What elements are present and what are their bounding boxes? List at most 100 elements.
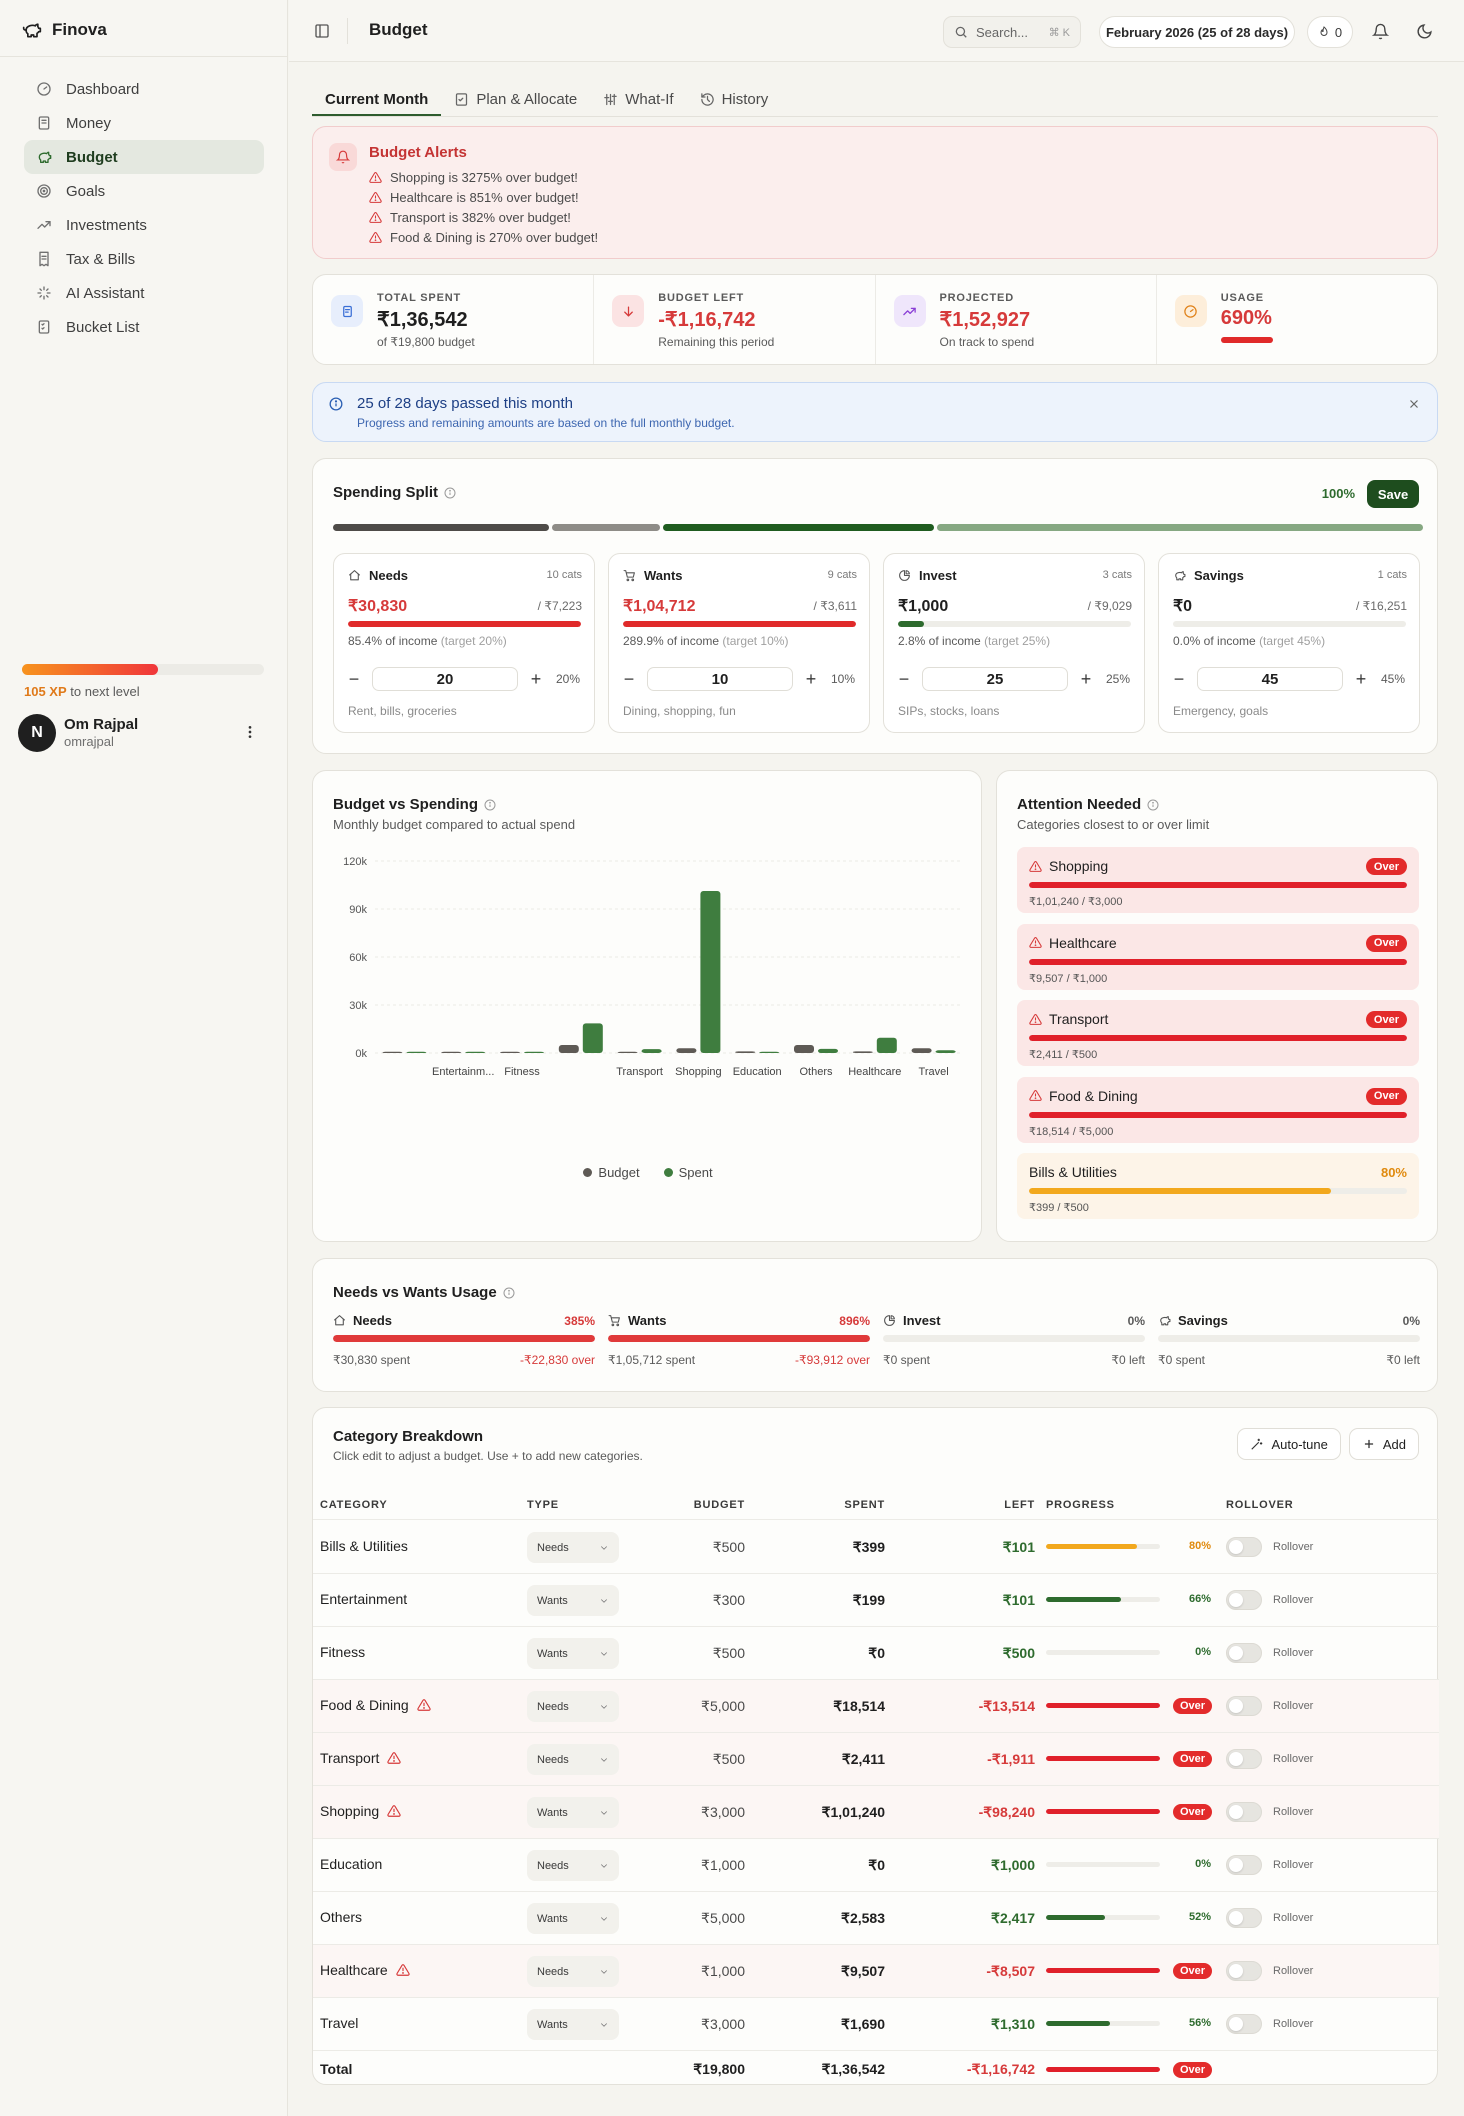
plus-button[interactable]: + [530,668,542,689]
bucket-name: Wants [644,568,683,583]
info-icon[interactable] [444,487,456,499]
rollover-toggle[interactable] [1226,1696,1262,1716]
info-icon[interactable] [503,1287,515,1299]
progress-fill [1046,1809,1160,1814]
minus-button[interactable]: − [898,668,910,689]
budget-cell[interactable]: ₹1,000 [701,1857,745,1873]
type-select[interactable]: Needs [527,1956,619,1987]
attention-item-food-dining[interactable]: Food & Dining Over ₹18,514 / ₹5,000 [1017,1076,1419,1143]
trending-up-icon [893,295,926,327]
type-select[interactable]: Wants [527,2009,619,2040]
spent-cell: ₹2,583 [841,1910,885,1926]
period-selector[interactable]: February 2026 (25 of 28 days) [1099,16,1295,48]
sidebar-toggle-icon[interactable] [313,22,331,40]
budget-cell[interactable]: ₹500 [712,1539,745,1555]
budget-vs-spending-card: Budget vs Spending Monthly budget compar… [312,770,982,1242]
moon-icon[interactable] [1413,20,1435,42]
sidebar-item-investments[interactable]: Investments [24,208,264,242]
budget-cell[interactable]: ₹5,000 [701,1698,745,1714]
rollover-toggle[interactable] [1226,1802,1262,1822]
attention-item-shopping[interactable]: Shopping Over ₹1,01,240 / ₹3,000 [1017,847,1419,913]
legend-spent[interactable]: Spent [663,1165,713,1180]
category-name: Fitness [320,1644,366,1660]
plus-button[interactable]: + [1355,668,1367,689]
type-select[interactable]: Wants [527,1638,619,1669]
rollover-toggle[interactable] [1226,1749,1262,1769]
budget-cell[interactable]: ₹3,000 [701,1804,745,1820]
budget-cell[interactable]: ₹5,000 [701,1910,745,1926]
minus-button[interactable]: − [348,668,360,689]
bucket-count: 9 cats [827,569,857,581]
bar-budget [911,1048,932,1053]
legend-budget[interactable]: Budget [583,1165,640,1180]
type-select[interactable]: Needs [527,1850,619,1881]
avatar[interactable]: N [18,714,56,752]
budget-cell[interactable]: ₹500 [712,1645,745,1661]
user-profile[interactable]: N Om Rajpal omrajpal [18,712,268,752]
allocation-input[interactable]: 10 [647,667,793,691]
bell-icon[interactable] [1369,20,1391,42]
rollover-toggle[interactable] [1226,1961,1262,1981]
sidebar-item-ai-assistant[interactable]: AI Assistant [24,276,264,310]
minus-button[interactable]: − [623,668,635,689]
more-vertical-icon[interactable] [240,722,260,742]
type-select[interactable]: Needs [527,1744,619,1775]
attention-item-bills-utilities[interactable]: Bills & Utilities 80% ₹399 / ₹500 [1017,1153,1419,1219]
type-select[interactable]: Wants [527,1797,619,1828]
app-logo[interactable]: Finova [22,20,107,40]
sidebar-item-money[interactable]: Money [24,106,264,140]
streak-badge[interactable]: 0 [1307,16,1353,48]
search-input[interactable]: Search... ⌘ K [943,16,1081,48]
usage-progress [608,1335,870,1342]
plus-button[interactable]: + [805,668,817,689]
sidebar-item-bucket-list[interactable]: Bucket List [24,310,264,344]
rollover-toggle[interactable] [1226,1908,1262,1928]
attention-item-transport[interactable]: Transport Over ₹2,411 / ₹500 [1017,1000,1419,1066]
budget-cell[interactable]: ₹500 [712,1751,745,1767]
y-tick-label: 60k [349,952,367,964]
plus-button[interactable]: + [1080,668,1092,689]
save-button[interactable]: Save [1367,480,1419,508]
type-value: Needs [537,1541,569,1554]
alerts-title: Budget Alerts [369,144,467,161]
budget-cell[interactable]: ₹300 [712,1592,745,1608]
tab-history[interactable]: History [687,82,782,116]
allocation-input[interactable]: 20 [372,667,518,691]
rollover-toggle[interactable] [1226,1855,1262,1875]
bar-budget [676,1048,697,1053]
info-icon[interactable] [1147,799,1159,811]
type-select[interactable]: Needs [527,1532,619,1563]
info-icon[interactable] [484,799,496,811]
type-select[interactable]: Wants [527,1585,619,1616]
allocation-input[interactable]: 45 [1197,667,1343,691]
table-row: Bills & Utilities Needs ₹500 ₹399 ₹101 80% Rol… [313,1521,1439,1574]
auto-tune-button[interactable]: Auto-tune [1237,1428,1341,1460]
add-category-button[interactable]: Add [1348,1428,1419,1460]
alert-triangle-icon [387,1751,402,1765]
sidebar-item-tax-bills[interactable]: Tax & Bills [24,242,264,276]
attention-heading: Attention Needed [1017,796,1142,813]
rollover-toggle[interactable] [1226,1537,1262,1557]
x-tick-label: Healthcare [848,1066,901,1078]
allocation-input[interactable]: 25 [922,667,1068,691]
category-name: Bills & Utilities [320,1538,408,1554]
progress-bar [1046,1544,1160,1549]
tab-plan-allocate[interactable]: Plan & Allocate [441,82,590,116]
rollover-toggle[interactable] [1226,2014,1262,2034]
budget-cell[interactable]: ₹3,000 [701,2016,745,2032]
rollover-toggle[interactable] [1226,1643,1262,1663]
sidebar-item-goals[interactable]: Goals [24,174,264,208]
minus-button[interactable]: − [1173,668,1185,689]
alerts-list: Shopping is 3275% over budget! Healthcare… [369,167,598,247]
type-select[interactable]: Needs [527,1691,619,1722]
budget-cell[interactable]: ₹1,000 [701,1963,745,1979]
tab-what-if[interactable]: What-If [590,82,686,116]
rollover-toggle[interactable] [1226,1590,1262,1610]
tab-current-month[interactable]: Current Month [312,82,442,116]
type-select[interactable]: Wants [527,1903,619,1934]
sidebar-item-dashboard[interactable]: Dashboard [24,72,264,106]
total-budget: ₹19,800 [693,2061,745,2077]
close-icon[interactable] [1407,397,1421,411]
attention-item-healthcare[interactable]: Healthcare Over ₹9,507 / ₹1,000 [1017,923,1419,990]
sidebar-item-budget[interactable]: Budget [24,140,264,174]
